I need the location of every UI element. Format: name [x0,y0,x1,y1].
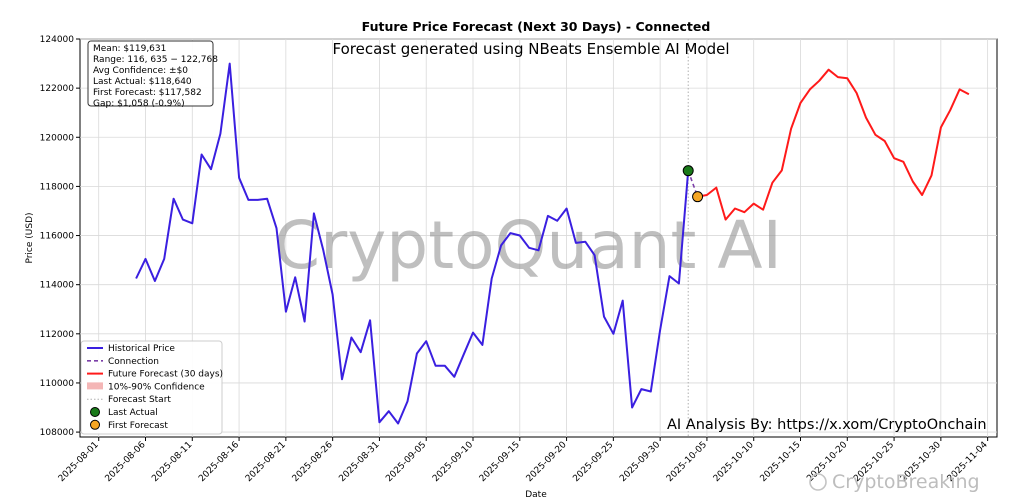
y-tick-label: 116000 [40,232,75,242]
stats-avg-confidence: Avg Confidence: ±$0 [93,66,188,76]
y-tick-label: 114000 [40,281,75,291]
marker-layer [682,165,704,203]
legend-label-historical-price: Historical Price [108,344,175,354]
x-tick-label: 2025-09-15 [478,440,522,484]
marker-last-actual [682,165,694,177]
x-tick-label: 2025-09-10 [431,440,475,484]
stats-last-actual: Last Actual: $118,640 [93,77,192,87]
stats-first-forecast: First Forecast: $117,582 [93,88,202,98]
legend: Historical Price Connection Future Forecas… [80,340,223,435]
y-tick-label: 110000 [40,379,75,389]
x-tick-label: 2025-09-05 [384,440,428,484]
x-tick-label: 2025-10-05 [665,440,709,484]
x-tick-label: 2025-08-26 [291,440,335,484]
y-tick-label: 122000 [40,84,75,94]
legend-symbol-10-90-confidence [87,382,103,390]
stats-box: Mean: $119,631 Range: 116, 635 − 122,768… [87,40,218,109]
analysis-annotation: AI Analysis By: https://x.xom/CryptoOnch… [667,417,987,433]
y-axis-title: Price (USD) [25,212,35,263]
x-tick-label: 2025-10-10 [712,440,756,484]
x-tick-label: 2025-08-31 [337,440,381,484]
series-line-future-forecast-30-days [697,68,970,221]
chart-subtitle: Forecast generated using NBeats Ensemble… [333,40,730,58]
legend-label-future-forecast-30-days: Future Forecast (30 days) [108,370,223,380]
stats-range: Range: 116, 635 − 122,768 [93,55,218,65]
y-axis: 108000 110000 112000 114000 116000 118000 1200… [40,35,80,438]
x-tick-label: 2025-09-25 [571,440,615,484]
x-tick-label: 2025-08-16 [197,440,241,484]
x-axis-title: Date [525,490,547,500]
legend-symbol-first-forecast [90,419,100,430]
x-tick-label: 2025-09-30 [618,440,662,484]
brand-watermark-text: CryptoBreaking [832,471,980,493]
x-tick-label: 2025-08-11 [150,440,194,484]
y-tick-label: 108000 [40,428,75,438]
x-tick-label: 2025-08-21 [244,440,288,484]
y-tick-label: 124000 [40,35,75,45]
legend-label-connection: Connection [108,357,159,367]
y-tick-label: 118000 [40,182,75,192]
x-tick-label: 2025-10-15 [759,440,803,484]
legend-label-10-90-confidence: 10%-90% Confidence [108,382,205,392]
series-line-historical-price [135,62,690,425]
stats-box-frame [87,40,214,107]
x-tick-label: 2025-08-01 [57,440,101,484]
legend-label-last-actual: Last Actual [108,408,158,418]
legend-label-forecast-start: Forecast Start [108,395,171,405]
legend-frame [80,340,223,435]
y-tick-label: 112000 [40,330,75,340]
stats-gap: Gap: $1,058 (-0.9%) [93,99,185,109]
marker-first-forecast [692,191,704,203]
brand-logo-icon [809,473,827,491]
legend-symbol-last-actual [90,407,100,417]
chart-title: Future Price Forecast (Next 30 Days) - C… [362,19,711,34]
brand-watermark: CryptoBreaking [809,471,980,493]
stats-mean: Mean: $119,631 [93,44,166,54]
x-tick-label: 2025-08-06 [104,440,148,484]
legend-label-first-forecast: First Forecast [108,421,168,431]
x-tick-label: 2025-09-20 [525,440,569,484]
y-tick-label: 120000 [40,133,75,143]
